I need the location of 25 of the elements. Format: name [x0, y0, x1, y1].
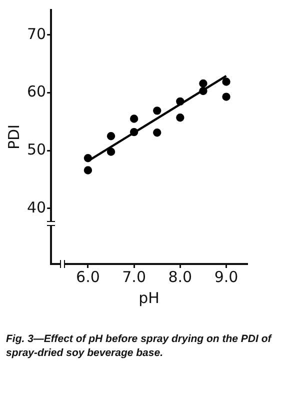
point	[176, 114, 184, 122]
point	[153, 128, 162, 137]
point	[84, 154, 92, 162]
point	[222, 92, 230, 101]
x-tick-label: 8.0	[168, 268, 192, 286]
y-tick-label: 60	[26, 82, 46, 101]
x-tick-label: 6.0	[76, 268, 100, 286]
x-axis-title: pH	[138, 288, 160, 307]
point	[130, 114, 138, 123]
point	[176, 97, 184, 106]
point	[130, 128, 138, 136]
point	[84, 166, 92, 174]
y-axis-title: PDI	[4, 124, 23, 150]
point	[199, 86, 208, 96]
point	[153, 106, 162, 115]
y-tick-label: 70	[26, 24, 46, 43]
y-tick-label: 50	[26, 140, 46, 158]
point	[106, 132, 116, 140]
x-tick-label: 9.0	[214, 268, 238, 286]
y-tick-label: 40	[26, 198, 46, 216]
point	[106, 148, 116, 156]
point	[199, 79, 208, 88]
point	[222, 78, 230, 86]
caption: Fig. 3—Effect of pH before spray drying on the PDI of spray-dried soy beverage base.	[6, 332, 273, 360]
x-tick-label: 7.0	[122, 268, 146, 286]
